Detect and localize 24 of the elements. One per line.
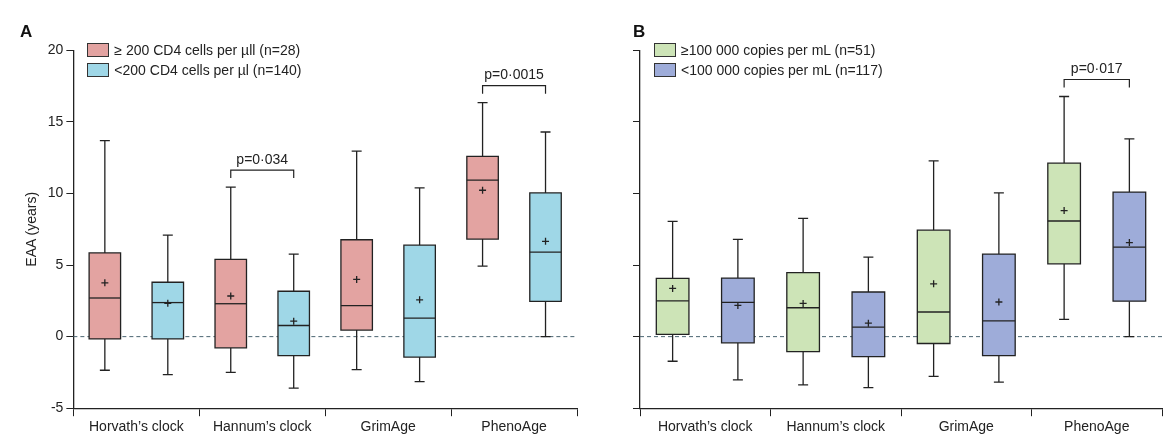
annotation: p=0·034 xyxy=(236,150,289,167)
annotation: p=0·017 xyxy=(1070,60,1123,77)
x-tick-label: Hannum’s clock xyxy=(212,418,313,435)
y-tick-label: 15 xyxy=(47,112,64,129)
x-tick-label: PhenoAge xyxy=(1064,418,1130,435)
annotation: p=0·0015 xyxy=(484,66,545,83)
legend-label: <100 000 copies per mL (n=117) xyxy=(681,61,883,81)
x-tick-label: Hannum’s clock xyxy=(786,418,887,435)
chart-title: A xyxy=(20,21,33,41)
chart-title: B xyxy=(633,21,646,41)
x-tick-label: GrimAge xyxy=(938,418,995,435)
y-tick-label: 20 xyxy=(47,41,64,58)
legend-label: ≥ 200 CD4 cells per µll (n=28) xyxy=(114,41,301,61)
x-tick-label: Horvath’s clock xyxy=(657,418,754,435)
x-tick-label: GrimAge xyxy=(360,418,416,435)
legend-label: ≥100 000 copies per mL (n=51) xyxy=(681,41,876,61)
x-tick-label: PhenoAge xyxy=(481,418,547,435)
y-tick-label: 10 xyxy=(47,184,64,201)
y-tick-label: -5 xyxy=(50,399,64,416)
y-axis-title: EAA (years) xyxy=(23,191,40,267)
x-tick-label: Horvath’s clock xyxy=(88,418,185,435)
y-tick-label: 0 xyxy=(55,327,64,344)
y-tick-label: 5 xyxy=(55,255,64,272)
legend-label: <200 CD4 cells per µl (n=140) xyxy=(114,61,302,81)
